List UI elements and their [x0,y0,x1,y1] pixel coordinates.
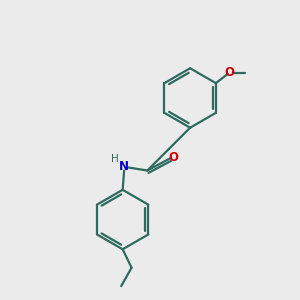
Text: N: N [119,160,129,172]
Text: O: O [169,151,178,164]
Text: H: H [111,154,119,164]
Text: O: O [224,66,234,79]
